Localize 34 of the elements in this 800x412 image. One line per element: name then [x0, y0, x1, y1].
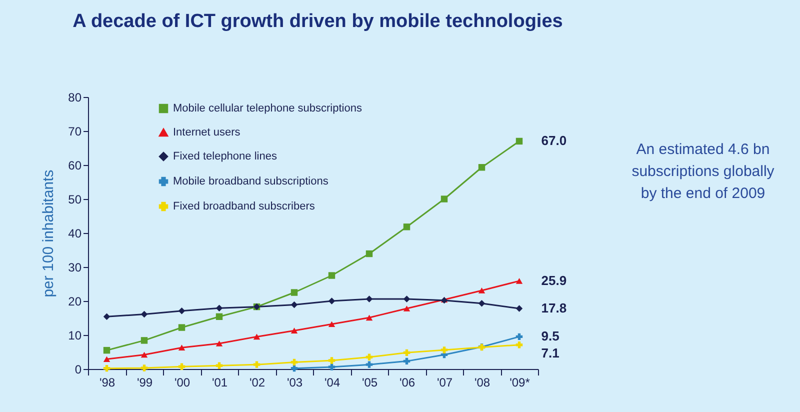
legend-label: Mobile broadband subscriptions — [173, 176, 329, 188]
x-tick-label: '08 — [474, 376, 490, 390]
x-tick-label: '99 — [136, 376, 153, 390]
text: An estimated 4.6 bn subscriptions globally by the end of 2009 — [632, 141, 775, 202]
x-tick-label: '04 — [324, 376, 340, 390]
legend-label: Mobile cellular telephone subscriptions — [173, 102, 362, 114]
y-tick-label: 60 — [68, 158, 82, 172]
x-tick-label: '05 — [362, 376, 378, 390]
x-tick-label: '01 — [212, 376, 228, 390]
y-tick-label: 70 — [68, 124, 82, 138]
x-tick-label: '07 — [436, 376, 453, 390]
data-label: 67.0 — [541, 133, 567, 148]
data-label: 25.9 — [541, 272, 567, 288]
data-label: 9.5 — [541, 328, 560, 344]
x-tick-label: '03 — [286, 376, 303, 390]
data-label: 7.1 — [541, 346, 560, 361]
x-tick-label: '06 — [399, 376, 416, 390]
legend-label: Internet users — [173, 126, 241, 138]
y-tick-label: 40 — [68, 226, 82, 240]
chart-title: A decade of ICT growth driven by mobile technologies — [72, 11, 563, 32]
y-tick-label: 50 — [68, 192, 82, 206]
legend-label: Fixed telephone lines — [173, 150, 278, 162]
y-tick-label: 20 — [68, 294, 82, 308]
x-tick-label: '09* — [510, 376, 530, 390]
x-tick-label: '98 — [99, 376, 116, 390]
x-tick-label: '00 — [174, 376, 190, 390]
legend-label: Fixed broadband subscribers — [173, 200, 316, 212]
y-tick-label: 80 — [68, 90, 82, 104]
y-tick-label: 10 — [68, 328, 82, 342]
x-tick-label: '02 — [249, 376, 266, 390]
y-tick-label: 30 — [68, 260, 82, 274]
y-axis-title: per 100 inhabitants — [40, 170, 58, 298]
y-tick-label: 0 — [74, 362, 82, 376]
data-label: 17.8 — [541, 300, 567, 316]
